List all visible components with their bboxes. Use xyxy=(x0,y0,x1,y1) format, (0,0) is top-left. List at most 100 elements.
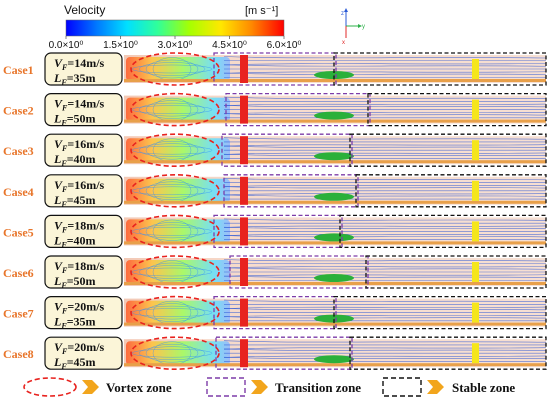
case-row: Case1 VF=14m/sLF=35m xyxy=(3,52,547,87)
stable-zone xyxy=(349,133,547,167)
vortex-flow xyxy=(126,341,230,366)
stable-zone xyxy=(349,336,547,370)
param-box xyxy=(44,214,123,248)
lf-param: LF=45m xyxy=(53,193,96,209)
green-blob xyxy=(314,192,354,201)
case-row: Case2 VF=14m/sLF=50m xyxy=(3,92,547,128)
green-blob xyxy=(314,233,354,242)
vortex-zone xyxy=(130,214,220,249)
colorbar-tick-label: 3.0×10⁰ xyxy=(158,40,193,51)
legend-transition-swatch xyxy=(206,377,246,397)
green-blob xyxy=(314,314,354,323)
case-label: Case7 xyxy=(3,307,34,321)
legend-vortex: Vortex zone xyxy=(23,377,172,397)
transition-zone xyxy=(213,52,337,86)
transition-zone xyxy=(223,174,359,208)
colorbar-title: Velocity xyxy=(64,3,105,17)
red-band xyxy=(240,95,248,124)
red-band xyxy=(240,136,248,165)
case-label: Case3 xyxy=(3,144,34,158)
transition-zone xyxy=(213,295,337,330)
axis-y-label: y xyxy=(362,24,365,30)
case-row: Case6 VF=18m/sLF=50m xyxy=(3,255,547,290)
red-band xyxy=(240,55,248,83)
colorbar-tick-label: 0.0×10⁰ xyxy=(49,40,84,51)
green-blob xyxy=(314,71,354,79)
yellow-band xyxy=(472,59,479,79)
colorbar-ticks: 0.0×10⁰ 1.5×10⁰ 3.0×10⁰ 4.5×10⁰ 6.0×10⁰ xyxy=(49,36,301,51)
axis-x-label: x xyxy=(342,40,345,46)
vortex-zone xyxy=(130,92,220,127)
vf-param: VF=18m/s xyxy=(54,218,105,234)
colorbar-unit: [m s⁻¹] xyxy=(245,5,278,17)
legend-vortex-swatch xyxy=(23,377,77,397)
vf-param: VF=14m/s xyxy=(54,56,105,72)
case-label: Case4 xyxy=(3,185,34,199)
colorbar: Velocity [m s⁻¹] 0.0×10⁰ 1.5×10⁰ 3.0×10⁰ 4.… xyxy=(49,3,302,51)
floor-strip xyxy=(124,200,546,204)
floor-strip xyxy=(124,160,546,164)
floor-strip xyxy=(124,322,546,326)
lf-param: LF=45m xyxy=(53,355,96,371)
colorbar-tick-label: 4.5×10⁰ xyxy=(212,40,247,51)
case-label: Case6 xyxy=(3,266,34,280)
vortex-flow xyxy=(126,178,230,203)
vortex-flow xyxy=(126,138,230,163)
vf-param: VF=16m/s xyxy=(54,178,105,194)
case-row: Case3 VF=16m/sLF=40m xyxy=(3,133,547,168)
colorbar-tick-label: 1.5×10⁰ xyxy=(103,40,138,51)
legend-transition-arrow xyxy=(251,380,268,394)
yellow-band xyxy=(472,302,479,323)
vortex-zone xyxy=(130,295,220,330)
red-band xyxy=(240,176,248,205)
colorbar-gradient xyxy=(65,19,285,37)
case-row: Case4 VF=16m/sLF=45m xyxy=(3,174,547,209)
vortex-zone xyxy=(130,52,220,86)
param-box xyxy=(44,255,123,289)
yellow-band xyxy=(472,180,479,201)
green-blob xyxy=(314,152,354,161)
lf-param: LF=35m xyxy=(53,315,96,331)
vortex-flow xyxy=(126,97,230,122)
floor-strip xyxy=(124,363,546,367)
yellow-band xyxy=(472,140,479,161)
case-row: Case8 VF=20m/sLF=45m xyxy=(3,336,547,371)
vf-param: VF=20m/s xyxy=(54,340,105,356)
case-label: Case1 xyxy=(3,63,34,77)
legend-vortex-label: Vortex zone xyxy=(106,380,172,395)
floor-strip xyxy=(124,282,546,285)
transition-zone xyxy=(213,214,343,249)
param-box xyxy=(44,133,123,167)
legend-stable-label: Stable zone xyxy=(452,380,515,395)
floor-strip xyxy=(124,241,546,245)
axis-z-label: z xyxy=(341,11,344,17)
legend-stable-swatch xyxy=(382,377,422,397)
yellow-band xyxy=(472,343,479,364)
red-band xyxy=(240,258,248,286)
case-row: Case5 VF=18m/sLF=40m xyxy=(3,214,547,249)
case-label: Case2 xyxy=(3,104,34,118)
vf-param: VF=16m/s xyxy=(54,137,105,153)
case-row: Case7 VF=20m/sLF=35m xyxy=(3,295,547,331)
lf-param: LF=50m xyxy=(53,112,96,128)
yellow-band xyxy=(472,221,479,242)
lf-param: LF=40m xyxy=(53,233,96,249)
legend-vortex-arrow xyxy=(82,380,99,394)
param-box xyxy=(44,174,123,208)
green-blob xyxy=(314,111,354,120)
legend-transition: Transition zone xyxy=(206,377,361,397)
legend: Vortex zone Transition zone Stable zone xyxy=(23,377,515,397)
lf-param: LF=40m xyxy=(53,152,96,168)
transition-zone xyxy=(215,336,353,370)
streamlines xyxy=(131,259,547,285)
yellow-band xyxy=(472,262,479,282)
stable-zone xyxy=(355,174,547,208)
case-label: Case8 xyxy=(3,347,34,361)
vortex-zone xyxy=(130,174,220,208)
green-blob xyxy=(314,355,354,364)
stable-zone xyxy=(333,295,547,330)
legend-stable-arrow xyxy=(427,380,444,394)
vf-param: VF=20m/s xyxy=(54,300,105,316)
stable-zone xyxy=(365,255,547,289)
